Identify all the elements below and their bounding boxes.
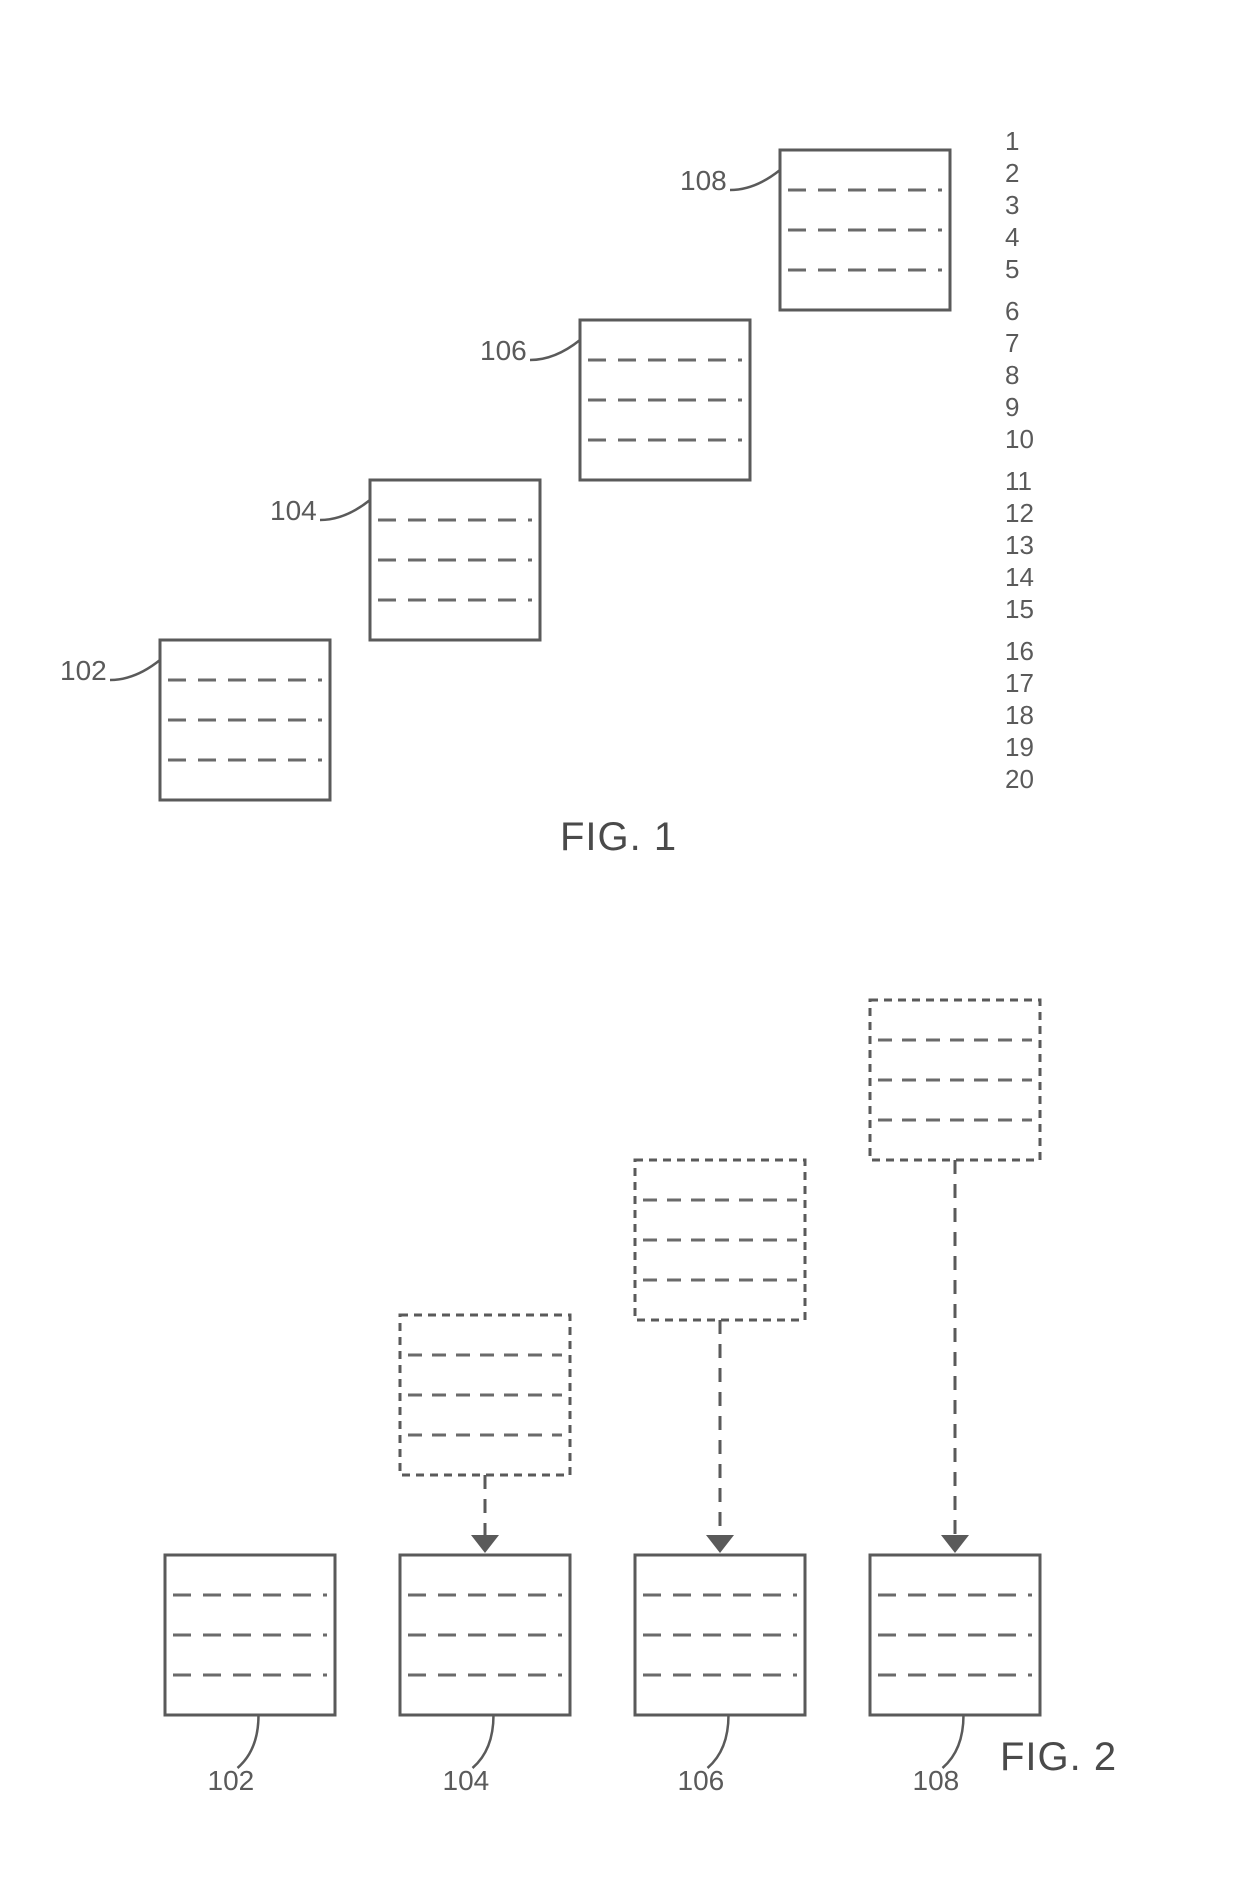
fig1-number-6: 6 [1005, 296, 1019, 326]
fig1-number-1: 1 [1005, 126, 1019, 156]
fig1-box-106 [580, 320, 750, 480]
fig1-label-106: 106 [480, 335, 527, 366]
fig2-leader-108 [943, 1715, 964, 1768]
fig1-label-102: 102 [60, 655, 107, 686]
fig1-number-11: 11 [1005, 466, 1032, 496]
fig1-number-19: 19 [1005, 732, 1034, 762]
fig1-label-104: 104 [270, 495, 317, 526]
fig2-label-106: 106 [678, 1765, 725, 1796]
fig1-box-108 [780, 150, 950, 310]
fig1-number-10: 10 [1005, 424, 1034, 454]
fig1-number-5: 5 [1005, 254, 1019, 284]
fig2-leader-102 [238, 1715, 259, 1768]
fig2-arrow-head-108 [941, 1535, 969, 1553]
fig1-label-108: 108 [680, 165, 727, 196]
fig1-leader-102 [110, 660, 160, 680]
fig1-number-4: 4 [1005, 222, 1019, 252]
fig1-leader-106 [530, 340, 580, 360]
fig2-ghost-108 [870, 1000, 1040, 1160]
fig2-label-104: 104 [443, 1765, 490, 1796]
fig2-leader-106 [708, 1715, 729, 1768]
fig1-number-7: 7 [1005, 328, 1019, 358]
fig1-number-2: 2 [1005, 158, 1019, 188]
fig1-leader-108 [730, 170, 780, 190]
fig1-box-104 [370, 480, 540, 640]
fig1-number-16: 16 [1005, 636, 1034, 666]
fig1-number-9: 9 [1005, 392, 1019, 422]
fig2-label-102: 102 [208, 1765, 255, 1796]
fig2-box-104 [400, 1555, 570, 1715]
fig1-box-102 [160, 640, 330, 800]
fig2-ghost-104 [400, 1315, 570, 1475]
fig2-leader-104 [473, 1715, 494, 1768]
fig1-number-13: 13 [1005, 530, 1034, 560]
diagram-canvas: 1021041061081234567891011121314151617181… [0, 0, 1240, 1895]
fig1-number-17: 17 [1005, 668, 1034, 698]
fig2-box-106 [635, 1555, 805, 1715]
fig1-number-3: 3 [1005, 190, 1019, 220]
fig1-number-18: 18 [1005, 700, 1034, 730]
fig1-number-15: 15 [1005, 594, 1034, 624]
fig2-label-108: 108 [913, 1765, 960, 1796]
fig2-ghost-106 [635, 1160, 805, 1320]
fig2-box-108 [870, 1555, 1040, 1715]
fig2-arrow-head-106 [706, 1535, 734, 1553]
fig2-title: FIG. 2 [1000, 1735, 1117, 1779]
fig1-number-14: 14 [1005, 562, 1034, 592]
fig1-number-20: 20 [1005, 764, 1034, 794]
fig1-leader-104 [320, 500, 370, 520]
fig1-title: FIG. 1 [560, 815, 677, 859]
fig1-number-8: 8 [1005, 360, 1019, 390]
fig1-number-12: 12 [1005, 498, 1034, 528]
fig2-arrow-head-104 [471, 1535, 499, 1553]
fig2-box-102 [165, 1555, 335, 1715]
